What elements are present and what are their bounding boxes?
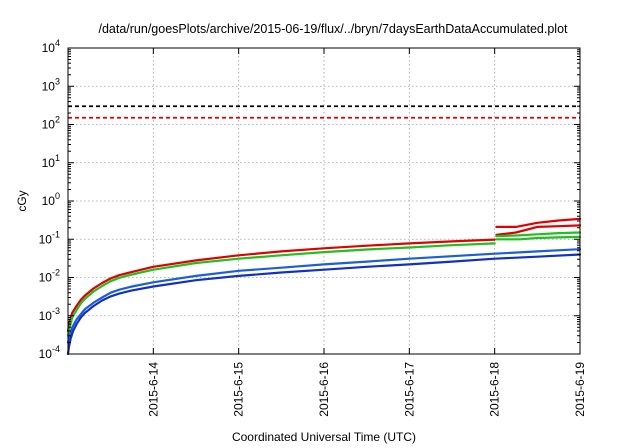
threshold-lines [68,105,580,119]
x-axis-ticks: 2015-6-14 2015-6-15 2015-6-16 2015-6-17 2015… [146,48,587,417]
y-tick-label: 100 [42,191,60,208]
series-line [66,253,582,356]
x-tick-label: 2015-6-15 [232,362,246,417]
y-tick-label: 10-2 [39,268,60,285]
x-tick-label: 2015-6-19 [573,362,587,417]
x-tick-label: 2015-6-16 [317,362,331,417]
series-line [495,224,582,236]
series-line [495,235,582,241]
series-line [495,231,582,238]
y-axis-label: cGy [15,190,29,211]
series-line [495,217,582,228]
x-tick-label: 2015-6-18 [488,362,502,417]
series-line [66,248,582,344]
y-tick-label: 103 [42,76,60,93]
x-tick-label: 2015-6-14 [146,362,160,417]
chart-title: /data/run/goesPlots/archive/2015-06-19/f… [98,22,568,36]
data-series [66,217,582,356]
y-tick-label: 10-4 [39,344,60,361]
y-tick-label: 104 [42,38,60,55]
series-line [66,238,496,333]
y-tick-label: 101 [42,153,60,170]
y-tick-label: 102 [42,115,60,132]
x-tick-label: 2015-6-17 [402,362,416,417]
series-line [66,242,496,337]
grid-lines [68,48,580,354]
x-axis-label: Coordinated Universal Time (UTC) [232,430,416,444]
y-tick-label: 10-3 [39,306,60,323]
y-tick-label: 10-1 [39,229,60,246]
